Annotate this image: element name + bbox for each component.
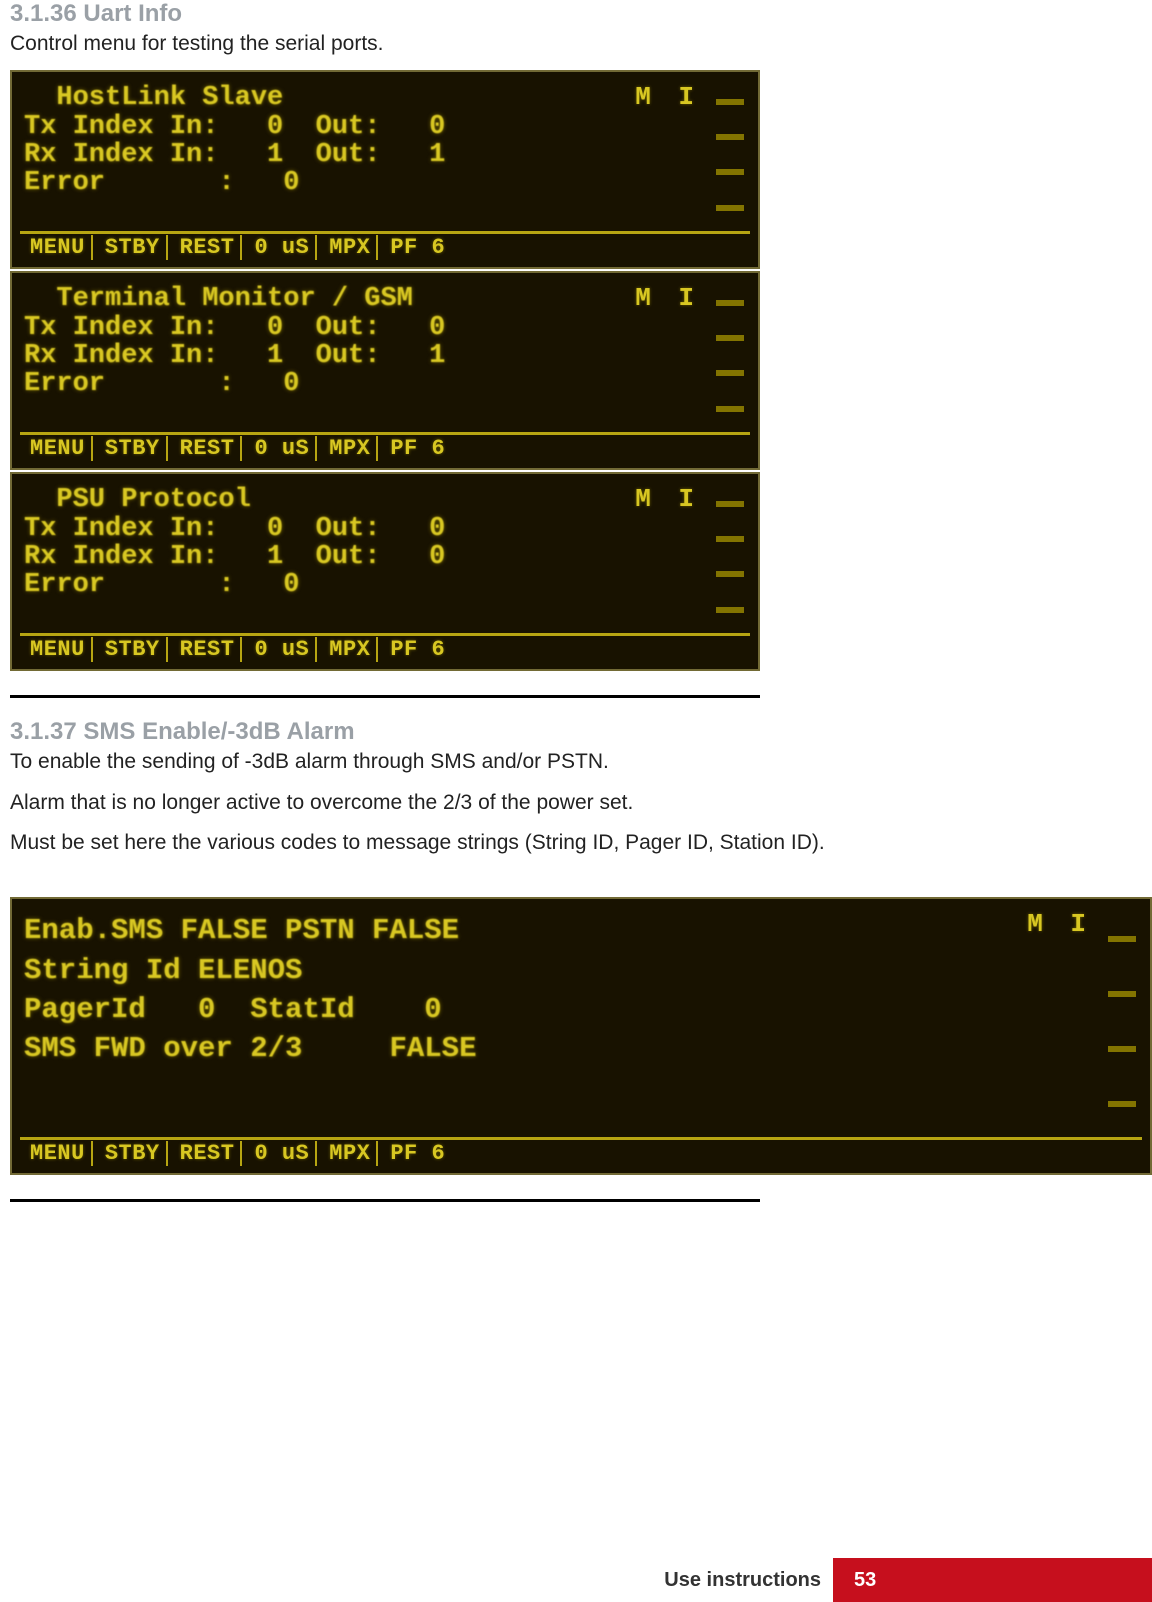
divider [10, 1199, 760, 1202]
lcd-text: Terminal Monitor / GSM Tx Index In: 0 Ou… [20, 279, 750, 432]
lcd-menu-bar: MENUSTBYREST0 uS MPXPF 6 [20, 633, 750, 663]
footer-section-label: Use instructions [0, 1558, 836, 1602]
lcd-menu-bar: MENUSTBYREST0 uS MPXPF 6 [20, 231, 750, 261]
lcd-menu-bar: MENUSTBYREST0 uS MPXPF 6 [20, 432, 750, 462]
lcd-menu-bar: MENUSTBYREST0 uS MPXPF 6 [20, 1137, 1142, 1167]
page-footer: Use instructions 53 [0, 1558, 1152, 1602]
footer-page-number-box: 53 [836, 1558, 1152, 1602]
lcd-screen-uart-1: M I Terminal Monitor / GSM Tx Index In: … [10, 271, 760, 470]
lcd-text-sms: Enab.SMS FALSE PSTN FALSE String Id ELEN… [20, 905, 1142, 1137]
section-desc-uart: Control menu for testing the serial port… [10, 30, 1152, 58]
section-desc-sms-1: To enable the sending of -3dB alarm thro… [10, 748, 1152, 776]
lcd-screen-uart-0: M I HostLink Slave Tx Index In: 0 Out: 0… [10, 70, 760, 269]
lcd-screen-sms: M I Enab.SMS FALSE PSTN FALSE String Id … [10, 897, 1152, 1175]
lcd-screen-uart-2: M I PSU Protocol Tx Index In: 0 Out: 0 R… [10, 472, 760, 671]
lcd-stack-uart: M I HostLink Slave Tx Index In: 0 Out: 0… [10, 70, 760, 671]
section-heading-sms: 3.1.37 SMS Enable/-3dB Alarm [10, 718, 1152, 746]
footer-page-number: 53 [854, 1569, 876, 1592]
section-desc-sms-3: Must be set here the various codes to me… [10, 829, 1152, 857]
divider [10, 695, 760, 698]
section-heading-uart: 3.1.36 Uart Info [10, 0, 1152, 28]
lcd-text: HostLink Slave Tx Index In: 0 Out: 0 Rx … [20, 78, 750, 231]
lcd-text: PSU Protocol Tx Index In: 0 Out: 0 Rx In… [20, 480, 750, 633]
section-desc-sms-2: Alarm that is no longer active to overco… [10, 789, 1152, 817]
